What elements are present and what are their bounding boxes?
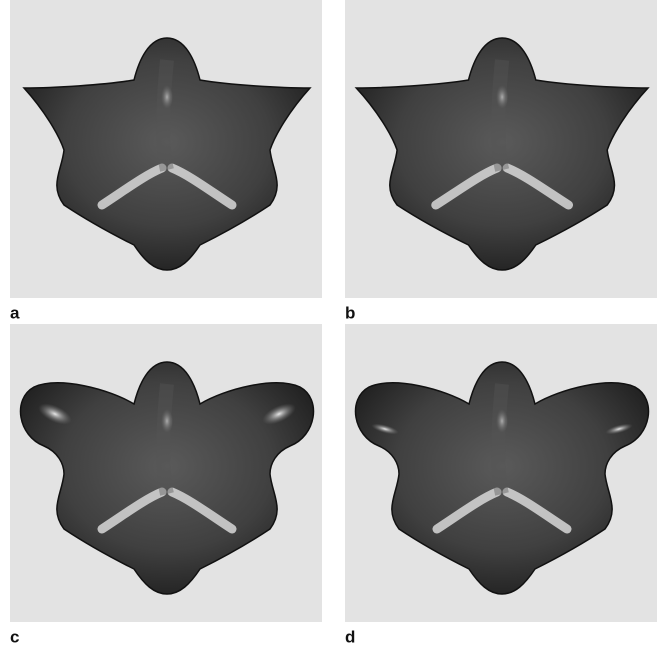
- panel-label: d: [345, 627, 355, 646]
- panel-d: [345, 324, 657, 622]
- figure: a b c d: [0, 0, 658, 648]
- panel-b: [345, 0, 657, 298]
- panel-label: c: [10, 627, 19, 646]
- page: a b c d (() => { const data = JSON.parse…: [0, 0, 658, 648]
- panel-a: [10, 0, 322, 298]
- panel-label: b: [345, 303, 355, 322]
- panel-label: a: [10, 303, 20, 322]
- panel-c: [10, 324, 322, 622]
